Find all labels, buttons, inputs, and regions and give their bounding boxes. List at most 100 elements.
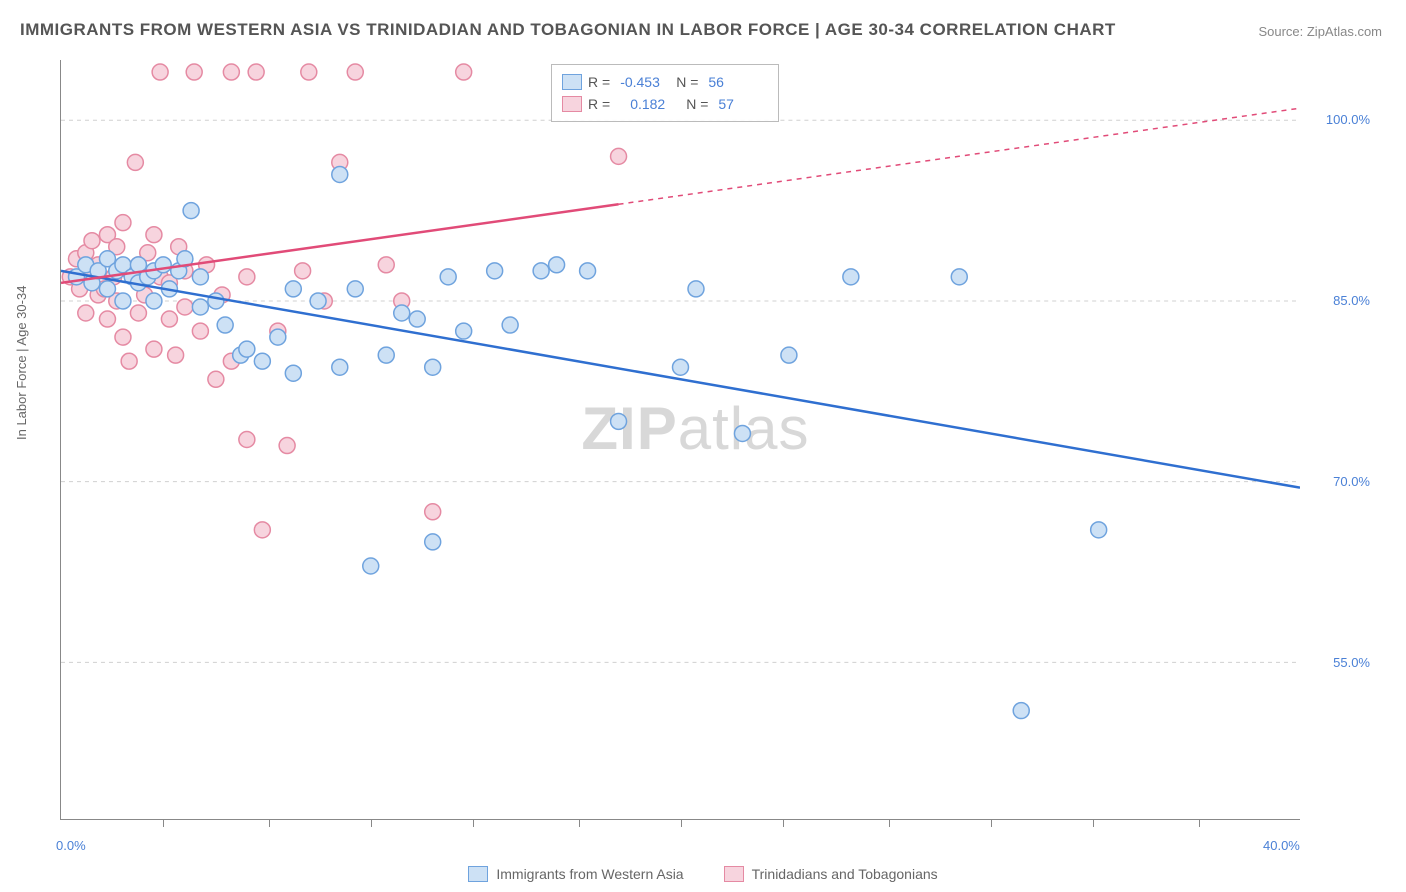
scatter-point [183, 203, 199, 219]
plot-area: ZIPatlas R = -0.453 N = 56 R = 0.182 N =… [60, 60, 1300, 820]
scatter-point [781, 347, 797, 363]
swatch-pink [724, 866, 744, 882]
scatter-point [440, 269, 456, 285]
scatter-point [502, 317, 518, 333]
scatter-point [378, 257, 394, 273]
scatter-point [533, 263, 549, 279]
scatter-point [487, 263, 503, 279]
scatter-point [239, 432, 255, 448]
x-minor-tick [269, 819, 270, 827]
scatter-point [239, 269, 255, 285]
scatter-point [192, 323, 208, 339]
scatter-point [192, 299, 208, 315]
scatter-point [121, 353, 137, 369]
scatter-svg [61, 60, 1300, 819]
x-minor-tick [579, 819, 580, 827]
scatter-point [332, 359, 348, 375]
r-value-pink: 0.182 [630, 96, 680, 112]
x-minor-tick [889, 819, 890, 827]
x-minor-tick [473, 819, 474, 827]
x-minor-tick [991, 819, 992, 827]
scatter-point [456, 323, 472, 339]
x-minor-tick [371, 819, 372, 827]
scatter-point [611, 413, 627, 429]
scatter-point [208, 293, 224, 309]
swatch-pink [562, 96, 582, 112]
scatter-point [127, 154, 143, 170]
scatter-point [378, 347, 394, 363]
y-axis-title: In Labor Force | Age 30-34 [14, 286, 29, 440]
scatter-point [285, 281, 301, 297]
legend-item-pink: Trinidadians and Tobagonians [724, 866, 938, 882]
scatter-point [301, 64, 317, 80]
scatter-point [549, 257, 565, 273]
scatter-point [279, 438, 295, 454]
scatter-point [248, 64, 264, 80]
n-label: N = [686, 96, 708, 112]
scatter-point [425, 534, 441, 550]
trend-line [61, 271, 1300, 488]
scatter-point [146, 341, 162, 357]
scatter-point [177, 299, 193, 315]
x-tick-label: 40.0% [1263, 838, 1300, 853]
scatter-point [115, 215, 131, 231]
scatter-point [673, 359, 689, 375]
x-minor-tick [163, 819, 164, 827]
correlation-legend: R = -0.453 N = 56 R = 0.182 N = 57 [551, 64, 779, 122]
y-tick-label: 70.0% [1310, 474, 1370, 489]
scatter-point [99, 311, 115, 327]
scatter-point [285, 365, 301, 381]
legend-row-blue: R = -0.453 N = 56 [562, 71, 768, 93]
scatter-point [734, 425, 750, 441]
y-tick-label: 100.0% [1310, 112, 1370, 127]
scatter-point [223, 64, 239, 80]
x-tick-label: 0.0% [56, 838, 86, 853]
x-minor-tick [783, 819, 784, 827]
scatter-point [186, 64, 202, 80]
scatter-point [208, 371, 224, 387]
scatter-point [611, 148, 627, 164]
scatter-point [1091, 522, 1107, 538]
scatter-point [146, 227, 162, 243]
scatter-point [580, 263, 596, 279]
scatter-point [843, 269, 859, 285]
scatter-point [168, 347, 184, 363]
scatter-point [409, 311, 425, 327]
scatter-point [347, 64, 363, 80]
scatter-point [347, 281, 363, 297]
scatter-point [394, 305, 410, 321]
scatter-point [84, 233, 100, 249]
trend-line-dashed [619, 108, 1300, 204]
scatter-point [78, 305, 94, 321]
scatter-point [115, 329, 131, 345]
scatter-point [1013, 703, 1029, 719]
scatter-point [456, 64, 472, 80]
n-value-pink: 57 [718, 96, 768, 112]
scatter-point [115, 293, 131, 309]
scatter-point [363, 558, 379, 574]
scatter-point [425, 359, 441, 375]
scatter-point [152, 64, 168, 80]
scatter-point [425, 504, 441, 520]
scatter-point [146, 293, 162, 309]
scatter-point [270, 329, 286, 345]
x-minor-tick [1093, 819, 1094, 827]
legend-item-blue: Immigrants from Western Asia [468, 866, 683, 882]
scatter-point [332, 166, 348, 182]
scatter-point [161, 311, 177, 327]
r-label: R = [588, 74, 610, 90]
legend-row-pink: R = 0.182 N = 57 [562, 93, 768, 115]
bottom-legend: Immigrants from Western Asia Trinidadian… [0, 866, 1406, 882]
swatch-blue [468, 866, 488, 882]
y-tick-label: 55.0% [1310, 655, 1370, 670]
legend-label-blue: Immigrants from Western Asia [496, 866, 683, 882]
scatter-point [254, 353, 270, 369]
scatter-point [239, 341, 255, 357]
scatter-point [951, 269, 967, 285]
scatter-point [295, 263, 311, 279]
scatter-point [192, 269, 208, 285]
scatter-point [99, 281, 115, 297]
scatter-point [217, 317, 233, 333]
scatter-point [130, 305, 146, 321]
scatter-point [254, 522, 270, 538]
